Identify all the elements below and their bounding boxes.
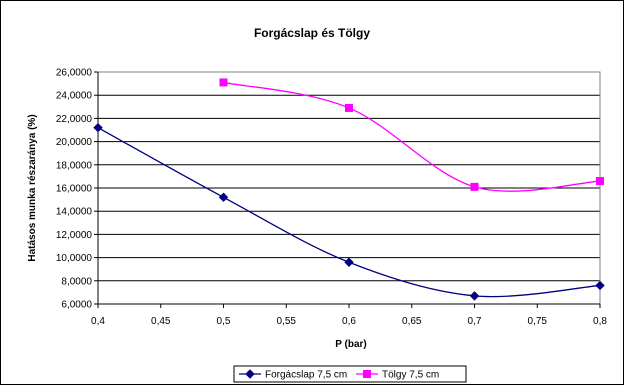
x-tick-label: 0,75 xyxy=(528,316,548,327)
y-tick-label: 16,0000 xyxy=(56,184,93,195)
y-tick-label: 22,0000 xyxy=(56,114,93,125)
data-point xyxy=(93,122,103,133)
y-tick-label: 12,0000 xyxy=(56,230,93,241)
axes xyxy=(94,71,601,308)
legend-box xyxy=(233,365,467,383)
series-layer xyxy=(93,78,605,301)
legend-marker xyxy=(245,369,255,379)
x-tick-labels: 0,4 0,45 0,5 0,55 0,6 0,65 0,7 0,75 0,8 xyxy=(91,316,607,327)
data-point xyxy=(218,192,229,202)
y-tick-labels: 6,0000 8,0000 10,0000 12,0000 14,0000 16,0000… xyxy=(56,68,93,311)
x-axis-title: P (bar) xyxy=(335,339,367,350)
legend-marker xyxy=(363,370,371,378)
x-tick-label: 0,8 xyxy=(593,316,607,327)
data-point xyxy=(344,257,354,267)
data-point xyxy=(470,182,479,191)
x-tick-label: 0,4 xyxy=(91,316,105,327)
y-tick-label: 24,0000 xyxy=(56,91,93,102)
y-tick-label: 10,0000 xyxy=(56,253,93,264)
series-line xyxy=(223,81,601,192)
legend-item: Forgácslap 7,5 cm xyxy=(239,369,347,381)
x-tick-label: 0,5 xyxy=(217,316,231,327)
data-point xyxy=(595,280,605,291)
x-tick-label: 0,65 xyxy=(402,316,422,327)
x-tick-label: 0,55 xyxy=(277,316,297,327)
chart-title: Forgácslap és Tölgy xyxy=(254,26,370,40)
legend-label: Tölgy 7,5 cm xyxy=(382,370,439,381)
y-tick-label: 26,0000 xyxy=(56,68,93,79)
y-tick-label: 8,0000 xyxy=(61,276,92,287)
data-point xyxy=(469,291,480,301)
x-tick-label: 0,7 xyxy=(468,316,482,327)
legend: Forgácslap 7,5 cm Tölgy 7,5 cm xyxy=(233,365,467,383)
y-tick-label: 14,0000 xyxy=(56,207,93,218)
y-tick-label: 18,0000 xyxy=(56,160,93,171)
y-axis-title: Hatásos munka részaránya (%) xyxy=(27,114,38,261)
y-tick-label: 20,0000 xyxy=(56,137,93,148)
legend-label: Forgácslap 7,5 cm xyxy=(265,370,347,381)
x-tick-label: 0,45 xyxy=(151,316,171,327)
x-tick-label: 0,6 xyxy=(342,316,356,327)
data-point xyxy=(219,78,228,87)
series-1 xyxy=(93,122,605,301)
data-point xyxy=(596,177,604,186)
series-2 xyxy=(219,78,604,192)
data-point xyxy=(345,103,353,112)
legend-item: Tölgy 7,5 cm xyxy=(356,370,439,381)
y-tick-label: 6,0000 xyxy=(61,300,92,311)
